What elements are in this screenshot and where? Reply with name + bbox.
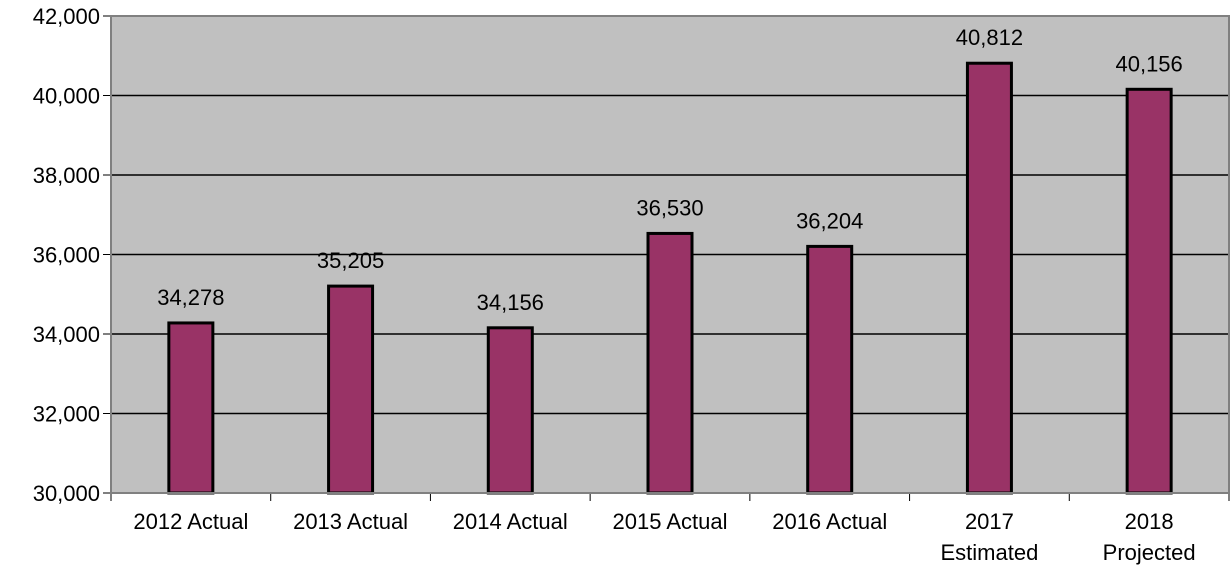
y-tick-label: 38,000	[33, 163, 100, 188]
x-category-label: 2017 Estimated	[941, 509, 1039, 565]
bar	[806, 244, 854, 495]
x-category-label: 2016 Actual	[772, 509, 887, 534]
data-label: 36,204	[796, 208, 863, 233]
data-label: 40,812	[956, 25, 1023, 50]
x-category-label: 2013 Actual	[293, 509, 408, 534]
x-category-label: 2012 Actual	[133, 509, 248, 534]
y-tick-label: 36,000	[33, 243, 100, 268]
y-tick-label: 40,000	[33, 84, 100, 109]
bar	[1125, 87, 1173, 495]
data-label: 36,530	[636, 195, 703, 220]
bar	[327, 284, 375, 495]
data-label: 34,156	[477, 290, 544, 315]
data-label: 40,156	[1115, 51, 1182, 76]
bar	[486, 326, 534, 495]
plot-border	[110, 15, 1230, 494]
data-label: 35,205	[317, 248, 384, 273]
x-category-label: 2014 Actual	[453, 509, 568, 534]
x-category-label: 2018 Projected	[1103, 509, 1196, 565]
y-tick-label: 42,000	[33, 4, 100, 29]
y-axis: 30,000 32,000 34,000 36,000 38,000 40,000 42,0…	[33, 4, 112, 506]
data-label: 34,278	[157, 285, 224, 310]
data-labels: 34,278 35,205 34,156 36,530 36,204 40,812 40,1…	[157, 25, 1183, 315]
y-tick-label: 32,000	[33, 402, 100, 427]
bar	[646, 231, 694, 495]
bar	[965, 61, 1013, 495]
bar	[167, 321, 215, 495]
y-tick-label: 34,000	[33, 322, 100, 347]
x-category-label: 2015 Actual	[613, 509, 728, 534]
y-tick-label: 30,000	[33, 481, 100, 506]
x-axis: 2012 Actual 2013 Actual 2014 Actual 2015 Ac…	[110, 492, 1230, 565]
